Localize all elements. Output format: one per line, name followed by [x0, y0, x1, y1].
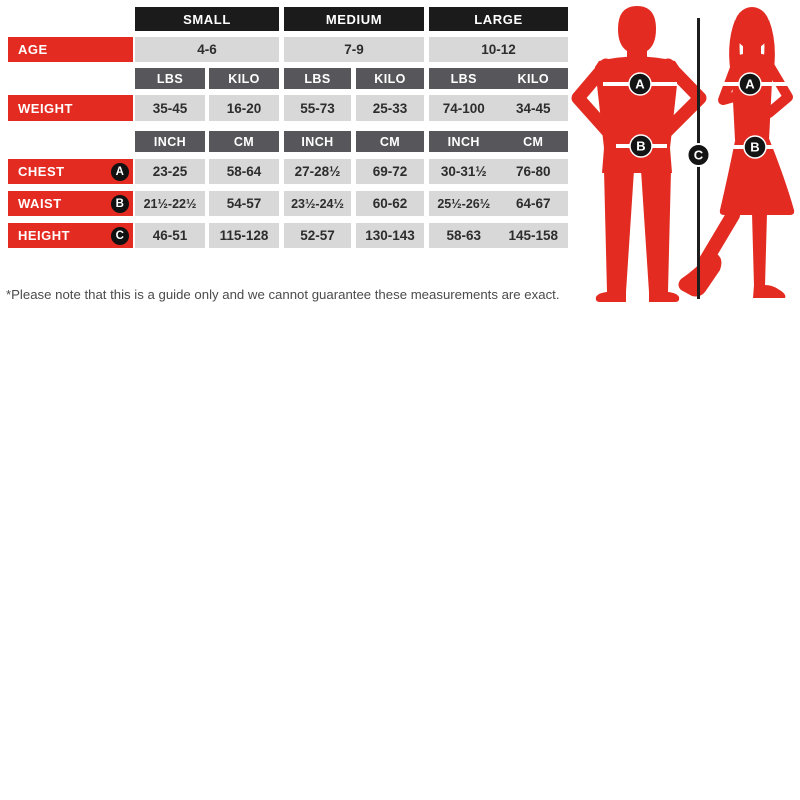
boy-chest-marker-letter: A — [635, 77, 645, 92]
cell-age-medium: 7-9 — [284, 37, 424, 62]
cell-waist-large-cm: 64-67 — [515, 196, 551, 211]
boy-chest-marker — [628, 72, 652, 96]
row-label-weight-text: WEIGHT — [18, 100, 73, 116]
cell-weight-small-lbs: 35-45 — [135, 95, 205, 121]
chest-marker-badge: A — [111, 162, 129, 181]
row-label-chest-text: CHEST — [18, 164, 65, 179]
girl-left-arm — [718, 55, 746, 105]
unit-header-large-lbs: LBS — [450, 71, 477, 86]
girl-head — [734, 7, 770, 49]
cell-waist-medium-inch: 23½-24½ — [284, 191, 351, 216]
cell-weight-large-kilo: 34-45 — [515, 100, 551, 116]
cell-waist-large: 25½-26½ 64-67 — [429, 191, 568, 216]
cell-age-small: 4-6 — [135, 37, 279, 62]
unit-header-medium-lbs: LBS — [284, 68, 351, 89]
row-label-height-text: HEIGHT — [18, 228, 71, 243]
height-marker-letter: C — [694, 148, 704, 163]
figure-illustration: A B A B C — [571, 6, 795, 302]
cell-weight-medium-lbs: 55-73 — [284, 95, 351, 121]
boy-head — [618, 6, 656, 59]
cell-chest-small-inch: 23-25 — [135, 159, 205, 184]
cell-height-large-cm: 145-158 — [508, 228, 559, 243]
unit-header-medium-inch: INCH — [284, 131, 351, 152]
girl-waist-measure: B — [726, 135, 785, 159]
cell-weight-medium-kilo: 25-33 — [356, 95, 424, 121]
waist-marker-badge: B — [111, 194, 129, 213]
size-header-medium: MEDIUM — [284, 7, 424, 31]
girl-waist-marker — [743, 135, 767, 159]
unit-header-medium-cm: CM — [356, 131, 424, 152]
unit-header-large-kilo: KILO — [517, 71, 549, 86]
girl-right-arm — [761, 55, 793, 118]
size-header-large: LARGE — [429, 7, 568, 31]
unit-header-large-cm: CM — [523, 134, 544, 149]
unit-header-large-lbs-kilo: LBS KILO — [429, 68, 568, 89]
girl-bodice — [731, 53, 773, 140]
unit-header-large-inch: INCH — [447, 134, 480, 149]
row-label-age-text: AGE — [18, 42, 48, 57]
cell-waist-medium-cm: 60-62 — [356, 191, 424, 216]
unit-header-small-inch: INCH — [135, 131, 205, 152]
cell-weight-large-lbs: 74-100 — [442, 100, 485, 116]
girl-chest-measure: A — [720, 72, 794, 96]
girl-chest-marker-letter: A — [745, 77, 755, 92]
row-label-age: AGE — [8, 37, 133, 62]
size-header-small: SMALL — [135, 7, 279, 31]
boy-left-foot — [595, 292, 626, 302]
cell-weight-large: 74-100 34-45 — [429, 95, 568, 121]
boy-waist-marker-letter: B — [636, 139, 645, 154]
cell-age-large: 10-12 — [429, 37, 568, 62]
cell-chest-large-inch: 30-31½ — [440, 164, 487, 179]
row-label-waist: WAIST B — [8, 191, 133, 216]
cell-height-large-inch: 58-63 — [446, 228, 482, 243]
cell-waist-small-cm: 54-57 — [209, 191, 279, 216]
cell-height-large: 58-63 145-158 — [429, 223, 568, 248]
girl-silhouette — [678, 7, 795, 298]
boy-waist-marker — [629, 134, 653, 158]
height-marker — [686, 143, 711, 167]
cell-chest-large-cm: 76-80 — [515, 164, 551, 179]
girl-chest-marker — [738, 72, 762, 96]
cell-chest-medium-cm: 69-72 — [356, 159, 424, 184]
cell-waist-large-inch: 25½-26½ — [437, 196, 491, 211]
unit-header-large-inch-cm: INCH CM — [429, 131, 568, 152]
boy-left-arm — [571, 58, 618, 142]
cell-height-medium-cm: 130-143 — [356, 223, 424, 248]
row-label-height: HEIGHT C — [8, 223, 133, 248]
disclaimer-footnote: *Please note that this is a guide only a… — [6, 287, 560, 302]
height-measure: C — [686, 143, 711, 167]
girl-skirt — [719, 136, 795, 215]
boy-right-leg — [641, 170, 671, 292]
unit-header-medium-kilo: KILO — [356, 68, 424, 89]
cell-height-small-inch: 46-51 — [135, 223, 205, 248]
cell-chest-small-cm: 58-64 — [209, 159, 279, 184]
cell-height-small-cm: 115-128 — [209, 223, 279, 248]
cell-height-medium-inch: 52-57 — [284, 223, 351, 248]
boy-waist-measure: B — [616, 134, 667, 158]
row-label-chest: CHEST A — [8, 159, 133, 184]
boy-chest-measure: A — [603, 72, 677, 96]
row-label-waist-text: WAIST — [18, 196, 62, 211]
girl-standing-foot — [753, 285, 786, 298]
unit-header-small-kilo: KILO — [209, 68, 279, 89]
row-label-weight: WEIGHT — [8, 95, 133, 121]
boy-left-leg — [604, 170, 634, 292]
height-marker-badge: C — [111, 226, 129, 245]
girl-standing-leg — [752, 213, 767, 286]
cell-chest-medium-inch: 27-28½ — [284, 159, 351, 184]
cell-waist-small-inch: 21½-22½ — [135, 191, 205, 216]
cell-weight-small-kilo: 16-20 — [209, 95, 279, 121]
unit-header-small-lbs: LBS — [135, 68, 205, 89]
unit-header-small-cm: CM — [209, 131, 279, 152]
girl-waist-marker-letter: B — [750, 140, 759, 155]
boy-right-foot — [649, 292, 680, 302]
cell-chest-large: 30-31½ 76-80 — [429, 159, 568, 184]
